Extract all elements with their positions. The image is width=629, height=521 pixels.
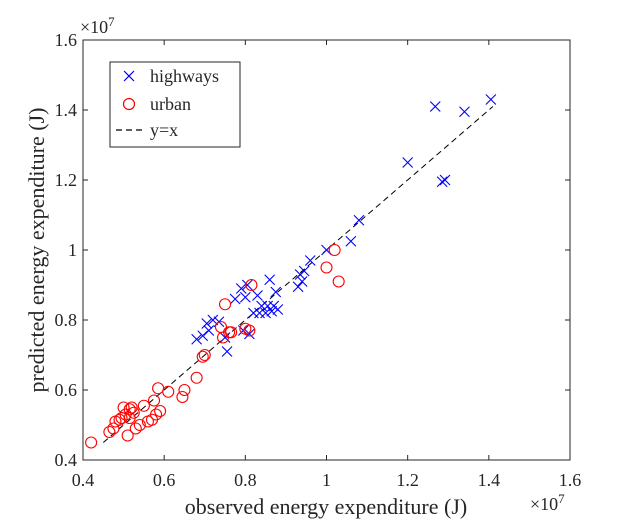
highways-point <box>436 176 448 188</box>
urban-point <box>137 399 150 412</box>
x-multiplier-label: ×107 <box>530 491 565 514</box>
urban-point <box>176 390 189 404</box>
highways-point <box>459 106 470 118</box>
urban-point <box>198 348 211 362</box>
highways-point <box>485 94 497 105</box>
urban-point <box>117 401 130 414</box>
legend-x-marker <box>123 70 135 82</box>
legend-box <box>109 61 241 148</box>
urban-point <box>190 371 203 384</box>
urban-point <box>162 385 175 398</box>
urban-point <box>103 425 116 439</box>
legend-item-highways: highways <box>123 66 219 86</box>
x-tick-label: 1.2 <box>396 470 419 490</box>
urban-point <box>107 422 120 435</box>
highways-point <box>201 318 213 329</box>
urban-point <box>243 324 256 337</box>
highways-point <box>229 293 241 305</box>
highways-point <box>345 235 357 247</box>
highways-point <box>296 276 308 287</box>
legend-item-urban: urban <box>122 94 191 114</box>
urban-point <box>332 275 345 288</box>
highways-point <box>197 330 209 342</box>
urban-point <box>225 326 238 339</box>
highways-point <box>239 291 251 303</box>
y-tick-label: 1.6 <box>55 30 78 50</box>
urban-point <box>154 404 167 418</box>
y-multiplier-label: ×107 <box>80 14 115 37</box>
urban-point <box>328 243 341 257</box>
urban-point <box>320 261 333 274</box>
highways-point <box>402 157 414 168</box>
highways-point <box>241 279 253 291</box>
urban-point <box>196 350 209 363</box>
plot-frame <box>82 39 571 461</box>
y-axis-label: predicted energy expenditure (J) <box>24 108 49 393</box>
highways-point <box>221 346 233 357</box>
highways-point <box>272 304 284 315</box>
legend-label-highways: highways <box>150 66 219 86</box>
y-tick-label: 0.6 <box>55 380 78 400</box>
x-tick-labels: 0.4 0.6 0.8 1 1.2 1.4 1.6 <box>72 470 582 490</box>
y-tick-labels: 0.4 0.6 0.8 1 1.2 1.4 1.6 <box>55 30 78 470</box>
legend-label-urban: urban <box>150 94 191 114</box>
x-tick-label: 0.6 <box>153 470 176 490</box>
urban-point <box>245 278 258 292</box>
highways-points <box>191 94 497 357</box>
urban-point <box>129 422 142 435</box>
y-exponent: 7 <box>108 14 115 29</box>
legend-circle-marker <box>122 97 136 111</box>
y-tick-label: 0.8 <box>55 310 78 330</box>
legend-label-yx: y=x <box>150 120 178 140</box>
urban-point <box>85 436 98 449</box>
x-tick-label: 1.4 <box>478 470 501 490</box>
urban-point <box>178 383 191 397</box>
highways-point <box>191 333 203 345</box>
urban-point <box>147 394 161 407</box>
highways-point <box>252 290 263 301</box>
y-tick-label: 1.2 <box>55 170 78 190</box>
highways-point <box>292 281 304 293</box>
urban-point <box>123 403 136 416</box>
x-tick-label: 1.6 <box>559 470 582 490</box>
highways-point <box>260 307 272 319</box>
highways-point <box>429 101 441 112</box>
x-exponent: 7 <box>558 491 565 506</box>
highways-point <box>203 325 215 336</box>
legend-item-yx: y=x <box>116 120 178 140</box>
y-tick-label: 1.4 <box>55 100 78 120</box>
x-axis-label: observed energy expenditure (J) <box>185 494 467 519</box>
urban-point <box>121 429 134 442</box>
highways-point <box>439 174 451 186</box>
y-tick-label: 0.4 <box>55 450 78 470</box>
highways-point <box>304 255 316 266</box>
urban-point <box>133 418 146 432</box>
highways-point <box>235 283 247 294</box>
x-tick-label: 0.8 <box>234 470 257 490</box>
highways-point <box>244 328 255 340</box>
x-tick-label: 0.4 <box>72 470 95 490</box>
highways-point <box>219 332 231 343</box>
urban-point <box>125 401 138 414</box>
highways-point <box>353 214 365 226</box>
urban-point <box>218 298 232 311</box>
highways-point <box>270 286 282 298</box>
highways-point <box>298 265 310 277</box>
y-tick-label: 1 <box>68 240 77 260</box>
legend: highways urban y=x <box>109 61 241 148</box>
urban-points <box>85 243 345 449</box>
urban-point <box>150 408 163 421</box>
x-tick-label: 1 <box>322 470 331 490</box>
urban-point <box>127 406 140 419</box>
highways-point <box>264 274 276 286</box>
